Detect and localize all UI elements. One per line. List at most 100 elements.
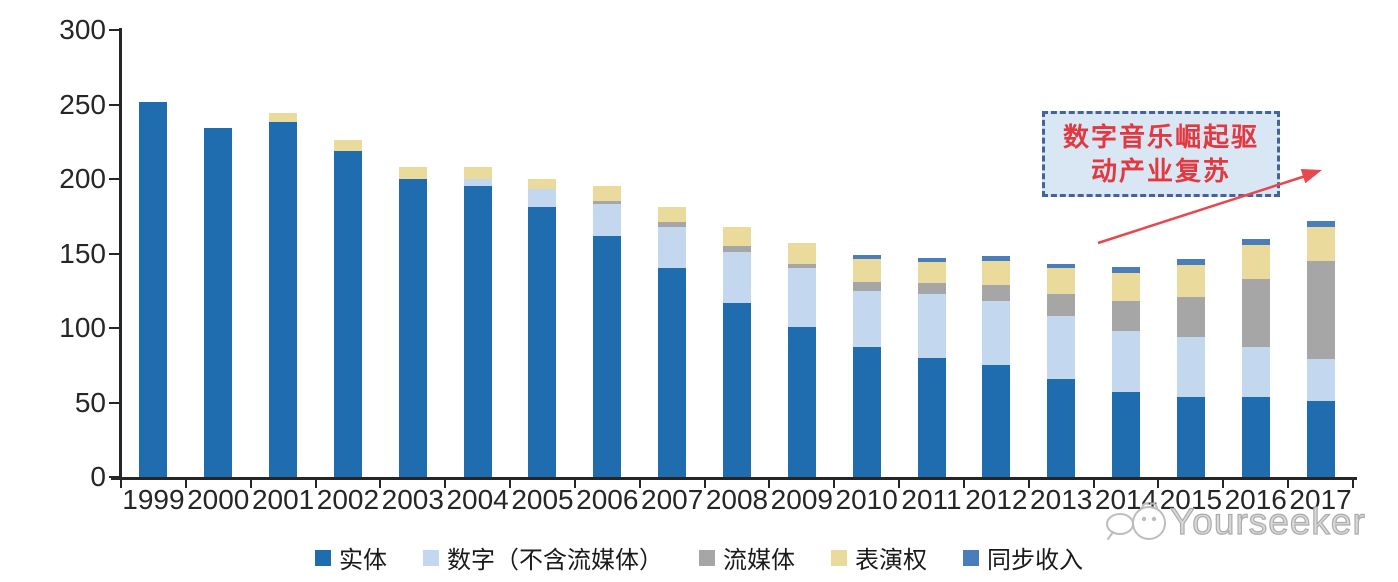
x-axis-tick xyxy=(1092,480,1095,488)
bar-segment-同步收入-2015 xyxy=(1176,259,1205,266)
bar-segment-数字（不含流媒体）-2013 xyxy=(1047,316,1076,379)
bar-segment-数字（不含流媒体）-2014 xyxy=(1112,330,1141,393)
bar-segment-实体-2016 xyxy=(1241,396,1270,477)
x-axis-label-2012: 2012 xyxy=(965,484,1028,515)
legend-item-同步收入: 同步收入 xyxy=(963,540,1083,575)
bar-segment-数字（不含流媒体）-2009 xyxy=(787,268,816,327)
bar-segment-表演权-2012 xyxy=(982,260,1011,285)
yourseeker-logo-icon xyxy=(1106,502,1166,540)
watermark-text: Yourseeker xyxy=(1169,500,1366,542)
x-axis-tick xyxy=(1027,480,1030,488)
legend-item-表演权: 表演权 xyxy=(831,540,927,575)
annotation-text-line1: 数字音乐崛起驱 xyxy=(1062,122,1259,152)
bar-segment-数字（不含流媒体）-2011 xyxy=(917,293,946,358)
legend-marker-icon xyxy=(963,549,979,566)
x-axis-label-2013: 2013 xyxy=(1030,484,1093,515)
watermark: Yourseeker xyxy=(1104,496,1366,548)
y-axis-tick xyxy=(109,29,119,31)
bar-segment-表演权-2015 xyxy=(1176,265,1205,297)
x-axis-tick xyxy=(249,480,252,488)
bar-segment-数字（不含流媒体）-2008 xyxy=(723,252,751,303)
legend-marker-icon xyxy=(423,549,439,566)
bar-segment-流媒体-2016 xyxy=(1241,278,1270,348)
x-axis-label-2007: 2007 xyxy=(641,484,704,515)
x-axis-label-2005: 2005 xyxy=(511,484,574,515)
y-axis-tick xyxy=(109,327,119,329)
bar-segment-表演权-2008 xyxy=(723,226,751,247)
bar-segment-实体-2011 xyxy=(917,357,946,477)
bar-segment-实体-2014 xyxy=(1112,392,1141,477)
x-axis-tick xyxy=(379,480,382,488)
y-axis-tick-label: 100 xyxy=(59,312,106,343)
legend-label: 同步收入 xyxy=(987,547,1083,574)
legend-label: 数字（不含流媒体） xyxy=(447,547,663,574)
x-axis-tick xyxy=(898,480,901,488)
bar-segment-数字（不含流媒体）-2015 xyxy=(1176,336,1205,397)
legend-marker-icon xyxy=(831,549,847,566)
x-axis-label-1999: 1999 xyxy=(122,484,185,515)
bar-segment-表演权-2003 xyxy=(398,167,427,179)
bar-segment-数字（不含流媒体）-2004 xyxy=(463,179,492,187)
bar-segment-实体-2004 xyxy=(463,186,492,477)
bar-segment-表演权-2001 xyxy=(269,113,298,123)
legend-item-数字（不含流媒体）: 数字（不含流媒体） xyxy=(423,540,663,575)
x-axis-tick xyxy=(833,480,836,488)
x-axis-tick xyxy=(1157,480,1160,488)
x-axis-tick xyxy=(573,480,576,488)
y-axis-tick xyxy=(109,252,119,255)
x-axis-tick xyxy=(120,480,122,488)
bar-segment-实体-2006 xyxy=(593,235,622,477)
bar-segment-表演权-2002 xyxy=(333,140,362,151)
bar-segment-实体-2017 xyxy=(1306,401,1335,477)
x-axis-label-2011: 2011 xyxy=(901,484,962,515)
bar-segment-数字（不含流媒体）-2007 xyxy=(658,226,687,269)
bar-segment-流媒体-2012 xyxy=(982,284,1011,302)
x-axis-tick xyxy=(962,480,965,488)
bar-segment-实体-2001 xyxy=(269,122,298,477)
bar-segment-流媒体-2015 xyxy=(1176,296,1205,337)
y-axis-tick-label: 150 xyxy=(59,237,106,269)
bar-segment-表演权-2007 xyxy=(658,207,687,223)
x-axis-tick xyxy=(1352,480,1354,488)
bar-segment-实体-2007 xyxy=(658,268,687,477)
x-axis-tick xyxy=(444,480,447,488)
x-axis-tick xyxy=(703,480,706,488)
x-axis-tick xyxy=(509,480,512,488)
bar-segment-同步收入-2017 xyxy=(1306,220,1335,227)
x-axis-label-2015: 2015 xyxy=(1159,484,1223,515)
bar-segment-表演权-2004 xyxy=(463,167,492,179)
bar-segment-表演权-2010 xyxy=(852,259,881,282)
bar-segment-表演权-2005 xyxy=(528,179,557,190)
legend-marker-icon xyxy=(315,549,331,566)
y-axis-tick xyxy=(109,476,119,478)
bar-segment-流媒体-2011 xyxy=(917,283,946,294)
x-axis-label-2008: 2008 xyxy=(705,484,769,515)
arrow-head xyxy=(1300,169,1322,184)
bar-segment-表演权-2013 xyxy=(1047,268,1076,294)
x-axis-label-2003: 2003 xyxy=(381,484,444,515)
bar-segment-流媒体-2013 xyxy=(1047,293,1076,317)
bar-segment-实体-1999 xyxy=(139,101,168,477)
x-axis-tick xyxy=(314,480,317,488)
y-axis-tick-label: 250 xyxy=(59,88,106,120)
legend-item-实体: 实体 xyxy=(315,540,387,575)
bar-segment-同步收入-2013 xyxy=(1047,263,1076,269)
legend-label: 表演权 xyxy=(855,547,927,574)
bar-segment-数字（不含流媒体）-2012 xyxy=(982,301,1011,366)
bar-segment-同步收入-2011 xyxy=(917,257,946,263)
bar-segment-实体-2010 xyxy=(852,347,881,477)
bar-segment-流媒体-2006 xyxy=(593,201,622,205)
x-axis-tick xyxy=(1222,480,1225,488)
bar-segment-实体-2002 xyxy=(333,150,362,477)
x-axis-label-2009: 2009 xyxy=(770,484,833,515)
x-axis-tick xyxy=(184,480,187,488)
x-axis-line xyxy=(111,477,1357,480)
bar-segment-同步收入-2014 xyxy=(1112,266,1141,273)
y-axis-tick xyxy=(109,401,119,404)
bar-segment-实体-2005 xyxy=(528,207,557,477)
bar-segment-流媒体-2014 xyxy=(1112,301,1141,331)
x-axis-label-2000: 2000 xyxy=(187,484,250,515)
y-axis-tick-label: 200 xyxy=(59,163,106,194)
x-axis-tick xyxy=(768,480,771,488)
bar-segment-流媒体-2010 xyxy=(852,281,881,291)
